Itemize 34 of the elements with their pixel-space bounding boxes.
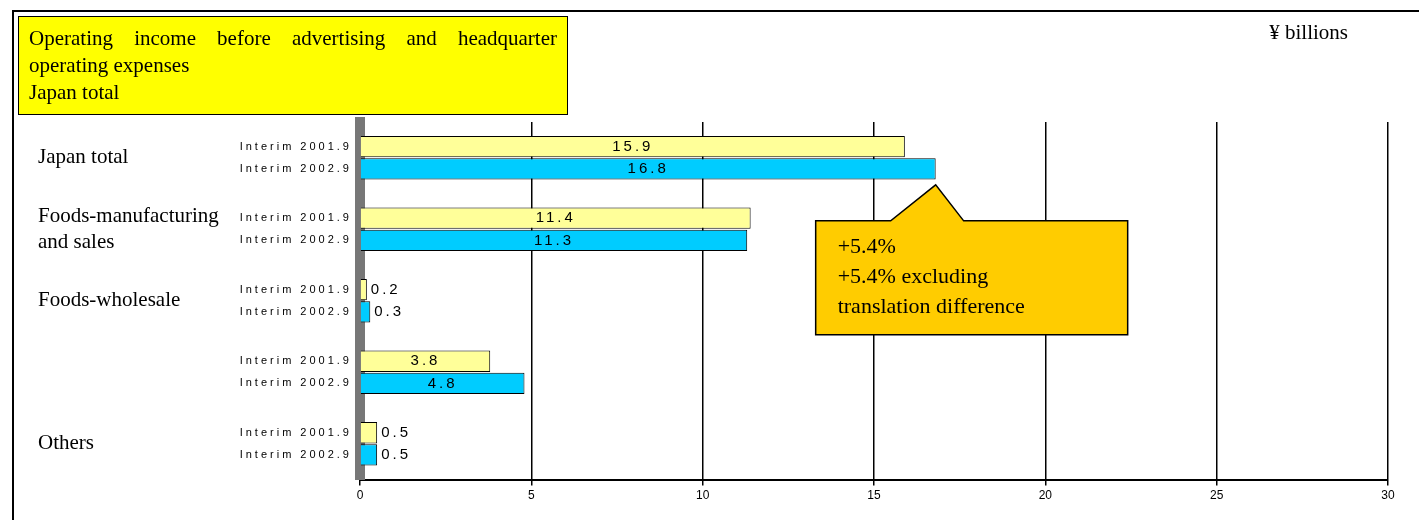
data-label: 16.8	[627, 158, 669, 176]
data-label: 0.5	[381, 422, 411, 440]
text: Interim 2001.9	[239, 211, 352, 224]
chart-title: Operating income before advertising and headquarter operating expenses Japan total	[18, 16, 568, 115]
data-label: 0.3	[374, 302, 405, 320]
x-tick-label: 5	[527, 488, 535, 503]
data-label: 0.5	[381, 445, 411, 463]
data-label: 3.8	[410, 351, 441, 369]
text: Interim 2002.9	[239, 304, 352, 317]
text: Interim 2001.9	[239, 282, 352, 295]
y-tick-label: Foods-wholesale	[38, 287, 181, 312]
data-label: 11.3	[533, 230, 575, 248]
x-tick-label: 0	[356, 488, 364, 503]
annotation: +5.4% +5.4% excluding translation difference	[837, 232, 1025, 318]
y-tick-label: Others	[38, 430, 94, 455]
data-label: 15.9	[612, 136, 654, 154]
text: ¥ billions	[1269, 20, 1348, 45]
text: Interim 2002.9	[239, 233, 352, 246]
series-label: Interim 2001.9	[239, 139, 352, 152]
series-label: Interim 2002.9	[239, 161, 352, 174]
y-tick-label: Japan total	[38, 144, 129, 169]
text: Interim 2002.9	[239, 376, 352, 389]
y-tick-label: Foods-manufacturing and sales	[38, 202, 220, 253]
x-tick-label: 20	[1038, 488, 1053, 503]
data-label: 0.2	[370, 279, 401, 297]
x-tick-label: 25	[1209, 488, 1224, 503]
x-tick-label: 10	[695, 488, 710, 503]
x-tick-label: 30	[1381, 488, 1395, 503]
data-label: 11.4	[535, 208, 576, 226]
x-tick-label: 15	[867, 488, 881, 503]
data-label: 4.8	[427, 373, 458, 391]
text: Interim 2001.9	[239, 425, 352, 438]
text: Interim 2002.9	[239, 447, 352, 460]
text: Interim 2001.9	[239, 354, 352, 367]
